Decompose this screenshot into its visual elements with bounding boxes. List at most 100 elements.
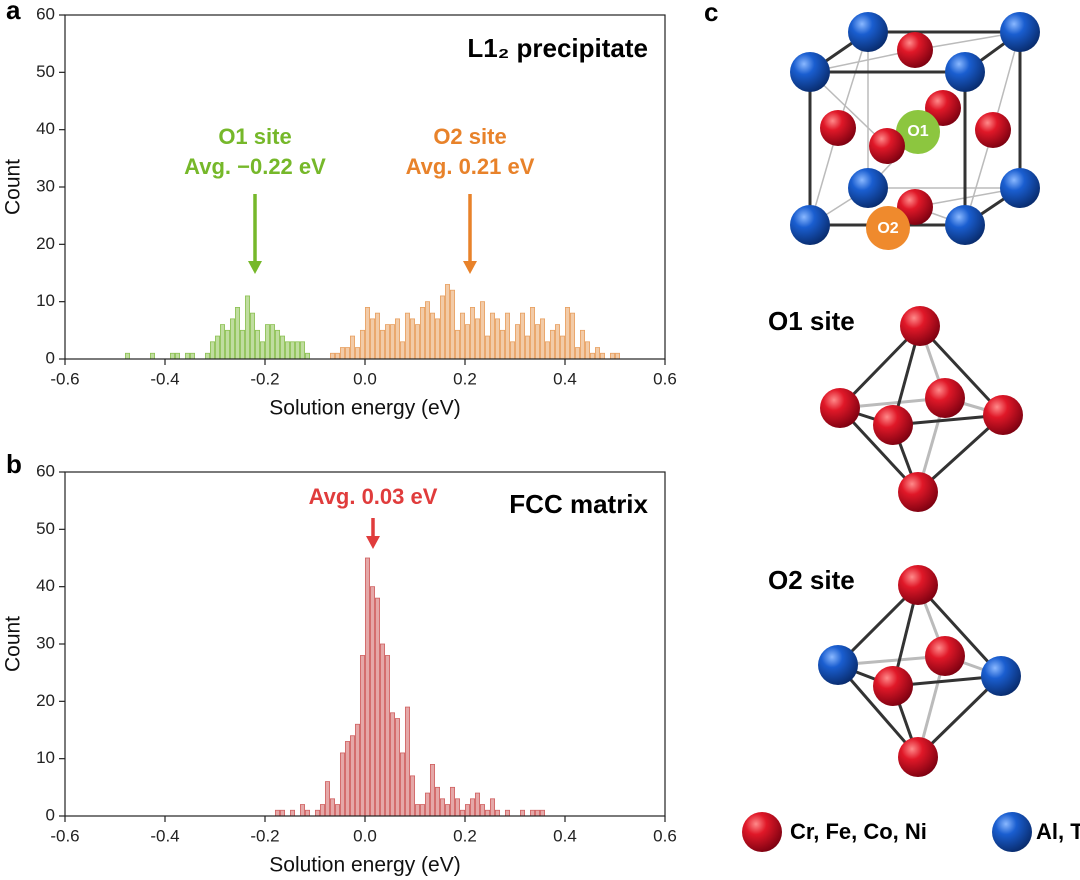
histogram-bar <box>570 312 576 360</box>
histogram-bar <box>354 723 360 817</box>
histogram-bar <box>504 312 510 360</box>
y-axis-label: Count <box>2 159 25 215</box>
histogram-bar <box>399 341 405 360</box>
histogram-bar <box>269 324 275 360</box>
histogram-bar <box>419 804 425 817</box>
histogram-bar <box>525 335 531 360</box>
histogram-bar <box>484 809 490 817</box>
chart-title: FCC matrix <box>509 489 648 519</box>
y-tick-label: 10 <box>36 291 55 310</box>
histogram-bar <box>149 352 155 360</box>
histogram-bar <box>575 347 581 360</box>
histogram-bar <box>304 352 310 360</box>
histogram-bar <box>244 295 250 360</box>
histogram-bar <box>615 352 621 360</box>
histogram-bar <box>174 352 180 360</box>
x-tick-label: 0.2 <box>453 369 477 388</box>
histogram-bar <box>204 352 210 360</box>
histogram-bar <box>294 341 300 360</box>
histogram-bar <box>274 809 280 817</box>
y-tick-label: 40 <box>36 119 55 138</box>
histogram-bar <box>409 318 415 360</box>
histogram-bar <box>459 312 465 360</box>
histogram-panel: -0.6 -0.4 -0.2 0.0 0.2 0.4 0.6 0 10 20 30 40 50 60 Sol… <box>2 4 677 419</box>
y-tick-label: 60 <box>36 461 55 480</box>
histogram-bar <box>509 341 515 360</box>
histogram-bar <box>239 329 245 360</box>
histogram-bar <box>249 312 255 360</box>
histogram-bar <box>439 295 445 360</box>
x-tick-label: 0.6 <box>653 369 677 388</box>
histogram-bar <box>359 655 365 817</box>
histogram-bar <box>125 352 131 360</box>
annotation: O1 site <box>218 124 291 149</box>
histogram-bar <box>284 341 290 360</box>
histogram-bar <box>394 718 400 817</box>
site-title: O2 site <box>768 565 855 595</box>
y-tick-label: 30 <box>36 633 55 652</box>
histogram-bar <box>334 804 340 817</box>
histogram-bar <box>590 352 596 360</box>
histogram-bar <box>409 775 415 817</box>
histogram-bar <box>580 329 586 360</box>
histogram-bar <box>384 655 390 817</box>
y-tick-label: 10 <box>36 748 55 767</box>
histogram-bar <box>229 318 235 360</box>
histogram-bar <box>404 312 410 360</box>
histogram-bar <box>374 597 380 817</box>
histogram-bar <box>184 352 190 360</box>
histogram-bar <box>600 352 606 360</box>
y-tick-label: 50 <box>36 62 55 81</box>
x-tick-label: 0.4 <box>553 369 577 388</box>
x-axis-label: Solution energy (eV) <box>269 397 460 420</box>
histogram-bar <box>595 347 601 360</box>
histogram-bar <box>520 809 526 817</box>
x-tick-label: -0.4 <box>150 826 179 845</box>
histogram-bar <box>560 335 566 360</box>
histogram-bar <box>419 306 425 360</box>
histogram-bar <box>389 324 395 360</box>
histogram-bar <box>469 798 475 817</box>
histogram-bar <box>234 306 240 360</box>
annotation: Avg. 0.21 eV <box>406 154 535 179</box>
histogram-bar <box>274 329 280 360</box>
histogram-bar <box>565 306 571 360</box>
histogram-bar <box>289 809 295 817</box>
histogram-bar <box>585 341 591 360</box>
histogram-bar <box>349 335 355 360</box>
histogram-bar <box>254 329 260 360</box>
histogram-bar <box>339 347 345 360</box>
histogram-bar <box>504 809 510 817</box>
histogram-bar <box>404 706 410 817</box>
histogram-bar <box>444 804 450 817</box>
atom-label: O2 <box>877 220 898 237</box>
histogram-bar <box>464 324 470 360</box>
x-axis-label: Solution energy (eV) <box>269 854 460 877</box>
histogram-bar <box>399 752 405 817</box>
histogram-bar <box>384 324 390 360</box>
histogram-bar <box>314 809 320 817</box>
site-title: O1 site <box>768 306 855 336</box>
histogram-bar <box>324 781 330 817</box>
panel-label: a <box>6 0 21 25</box>
histogram-bar <box>394 318 400 360</box>
histogram-bar <box>299 804 305 817</box>
y-tick-label: 20 <box>36 691 55 710</box>
annotation: Avg. −0.22 eV <box>184 154 326 179</box>
x-tick-label: -0.6 <box>50 369 79 388</box>
histogram-bar <box>484 335 490 360</box>
annotation: O2 site <box>433 124 506 149</box>
histogram-bar <box>550 329 556 360</box>
histogram-bar <box>379 643 385 817</box>
histogram-bar <box>540 318 546 360</box>
histogram-bar <box>610 352 616 360</box>
histogram-bar <box>489 798 495 817</box>
histogram-bar <box>224 329 230 360</box>
histogram-bar <box>474 318 480 360</box>
chart-title: L1₂ precipitate <box>467 33 648 63</box>
histogram-bar <box>319 804 325 817</box>
histogram-bar <box>535 809 541 817</box>
x-tick-label: 0.6 <box>653 826 677 845</box>
histogram-bar <box>349 735 355 817</box>
